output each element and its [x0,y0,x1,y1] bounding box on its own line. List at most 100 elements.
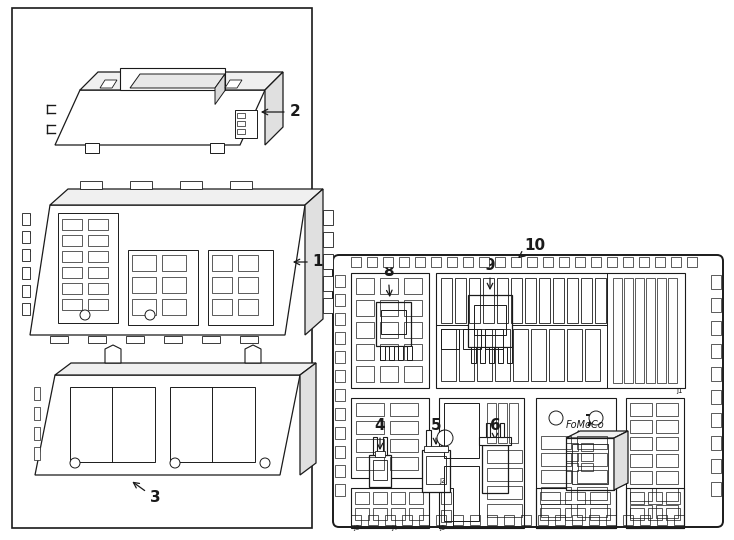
Bar [538,515,548,525]
Bar [390,457,418,470]
Bar [540,492,560,504]
Bar [487,486,522,499]
Bar [527,257,537,267]
Bar [487,504,522,517]
Bar [536,488,616,528]
Bar [356,403,384,416]
Bar [711,275,721,289]
Bar [385,515,395,525]
Bar [34,427,40,440]
Bar [536,398,616,528]
Bar [409,492,423,504]
Bar [375,451,385,457]
Bar [335,351,345,363]
Circle shape [70,458,80,468]
Bar [235,110,257,138]
Bar [630,492,644,504]
Bar [656,454,678,467]
Bar [62,251,82,262]
Bar [380,366,398,382]
Bar [380,322,398,338]
Bar [62,235,82,246]
Bar [373,437,377,455]
Bar [589,515,599,525]
Bar [504,515,514,525]
Bar [487,403,496,443]
Bar [624,278,633,383]
FancyBboxPatch shape [333,255,723,527]
Bar [130,181,152,189]
Bar [208,250,273,325]
Bar [565,508,585,520]
Text: j4: j4 [391,525,397,531]
Bar [439,398,524,528]
Bar [639,257,649,267]
Bar [630,508,644,520]
Bar [656,420,678,433]
Bar [356,278,374,294]
Bar [422,450,450,492]
Bar [607,257,617,267]
Bar [656,437,678,450]
Bar [566,463,578,471]
Bar [511,278,522,323]
Bar [671,257,681,267]
Bar [555,515,565,525]
Bar [407,346,412,360]
Bar [409,508,423,520]
Bar [630,471,652,484]
Bar [477,329,492,381]
Bar [711,390,721,404]
Bar [498,347,503,363]
Text: 2: 2 [262,105,300,119]
Bar [553,278,564,323]
Polygon shape [100,80,117,88]
Bar [577,436,607,449]
Bar [590,508,610,520]
Bar [164,336,182,343]
Bar [439,488,453,528]
Text: j1: j1 [676,388,683,394]
Bar [335,427,345,439]
Bar [162,277,186,293]
Polygon shape [265,72,283,145]
Bar [383,257,393,267]
Bar [648,508,662,520]
Polygon shape [55,363,316,375]
Bar [389,346,394,360]
Polygon shape [215,74,225,105]
Bar [541,436,571,449]
Bar [212,255,232,271]
Bar [455,278,466,323]
Bar [541,487,571,500]
Bar [566,443,578,451]
Bar [335,389,345,401]
Polygon shape [120,68,225,90]
Bar [351,273,429,388]
Text: j3: j3 [353,525,360,531]
Bar [687,257,697,267]
Bar [674,515,684,525]
Bar [541,470,571,483]
Circle shape [260,458,270,468]
Bar [356,344,374,360]
Bar [212,277,232,293]
Bar [356,439,384,452]
Bar [380,300,398,316]
Bar [595,278,606,323]
Bar [424,446,448,452]
Bar [323,276,333,291]
Bar [469,278,480,323]
Bar [648,492,662,504]
Bar [441,430,446,450]
Text: 4: 4 [374,417,385,449]
Bar [212,299,232,315]
Bar [606,515,616,525]
Bar [380,278,398,294]
Bar [88,299,108,310]
Text: 6: 6 [490,417,501,439]
Bar [373,460,387,480]
Bar [463,329,481,349]
Bar [62,219,82,230]
Bar [711,344,721,358]
